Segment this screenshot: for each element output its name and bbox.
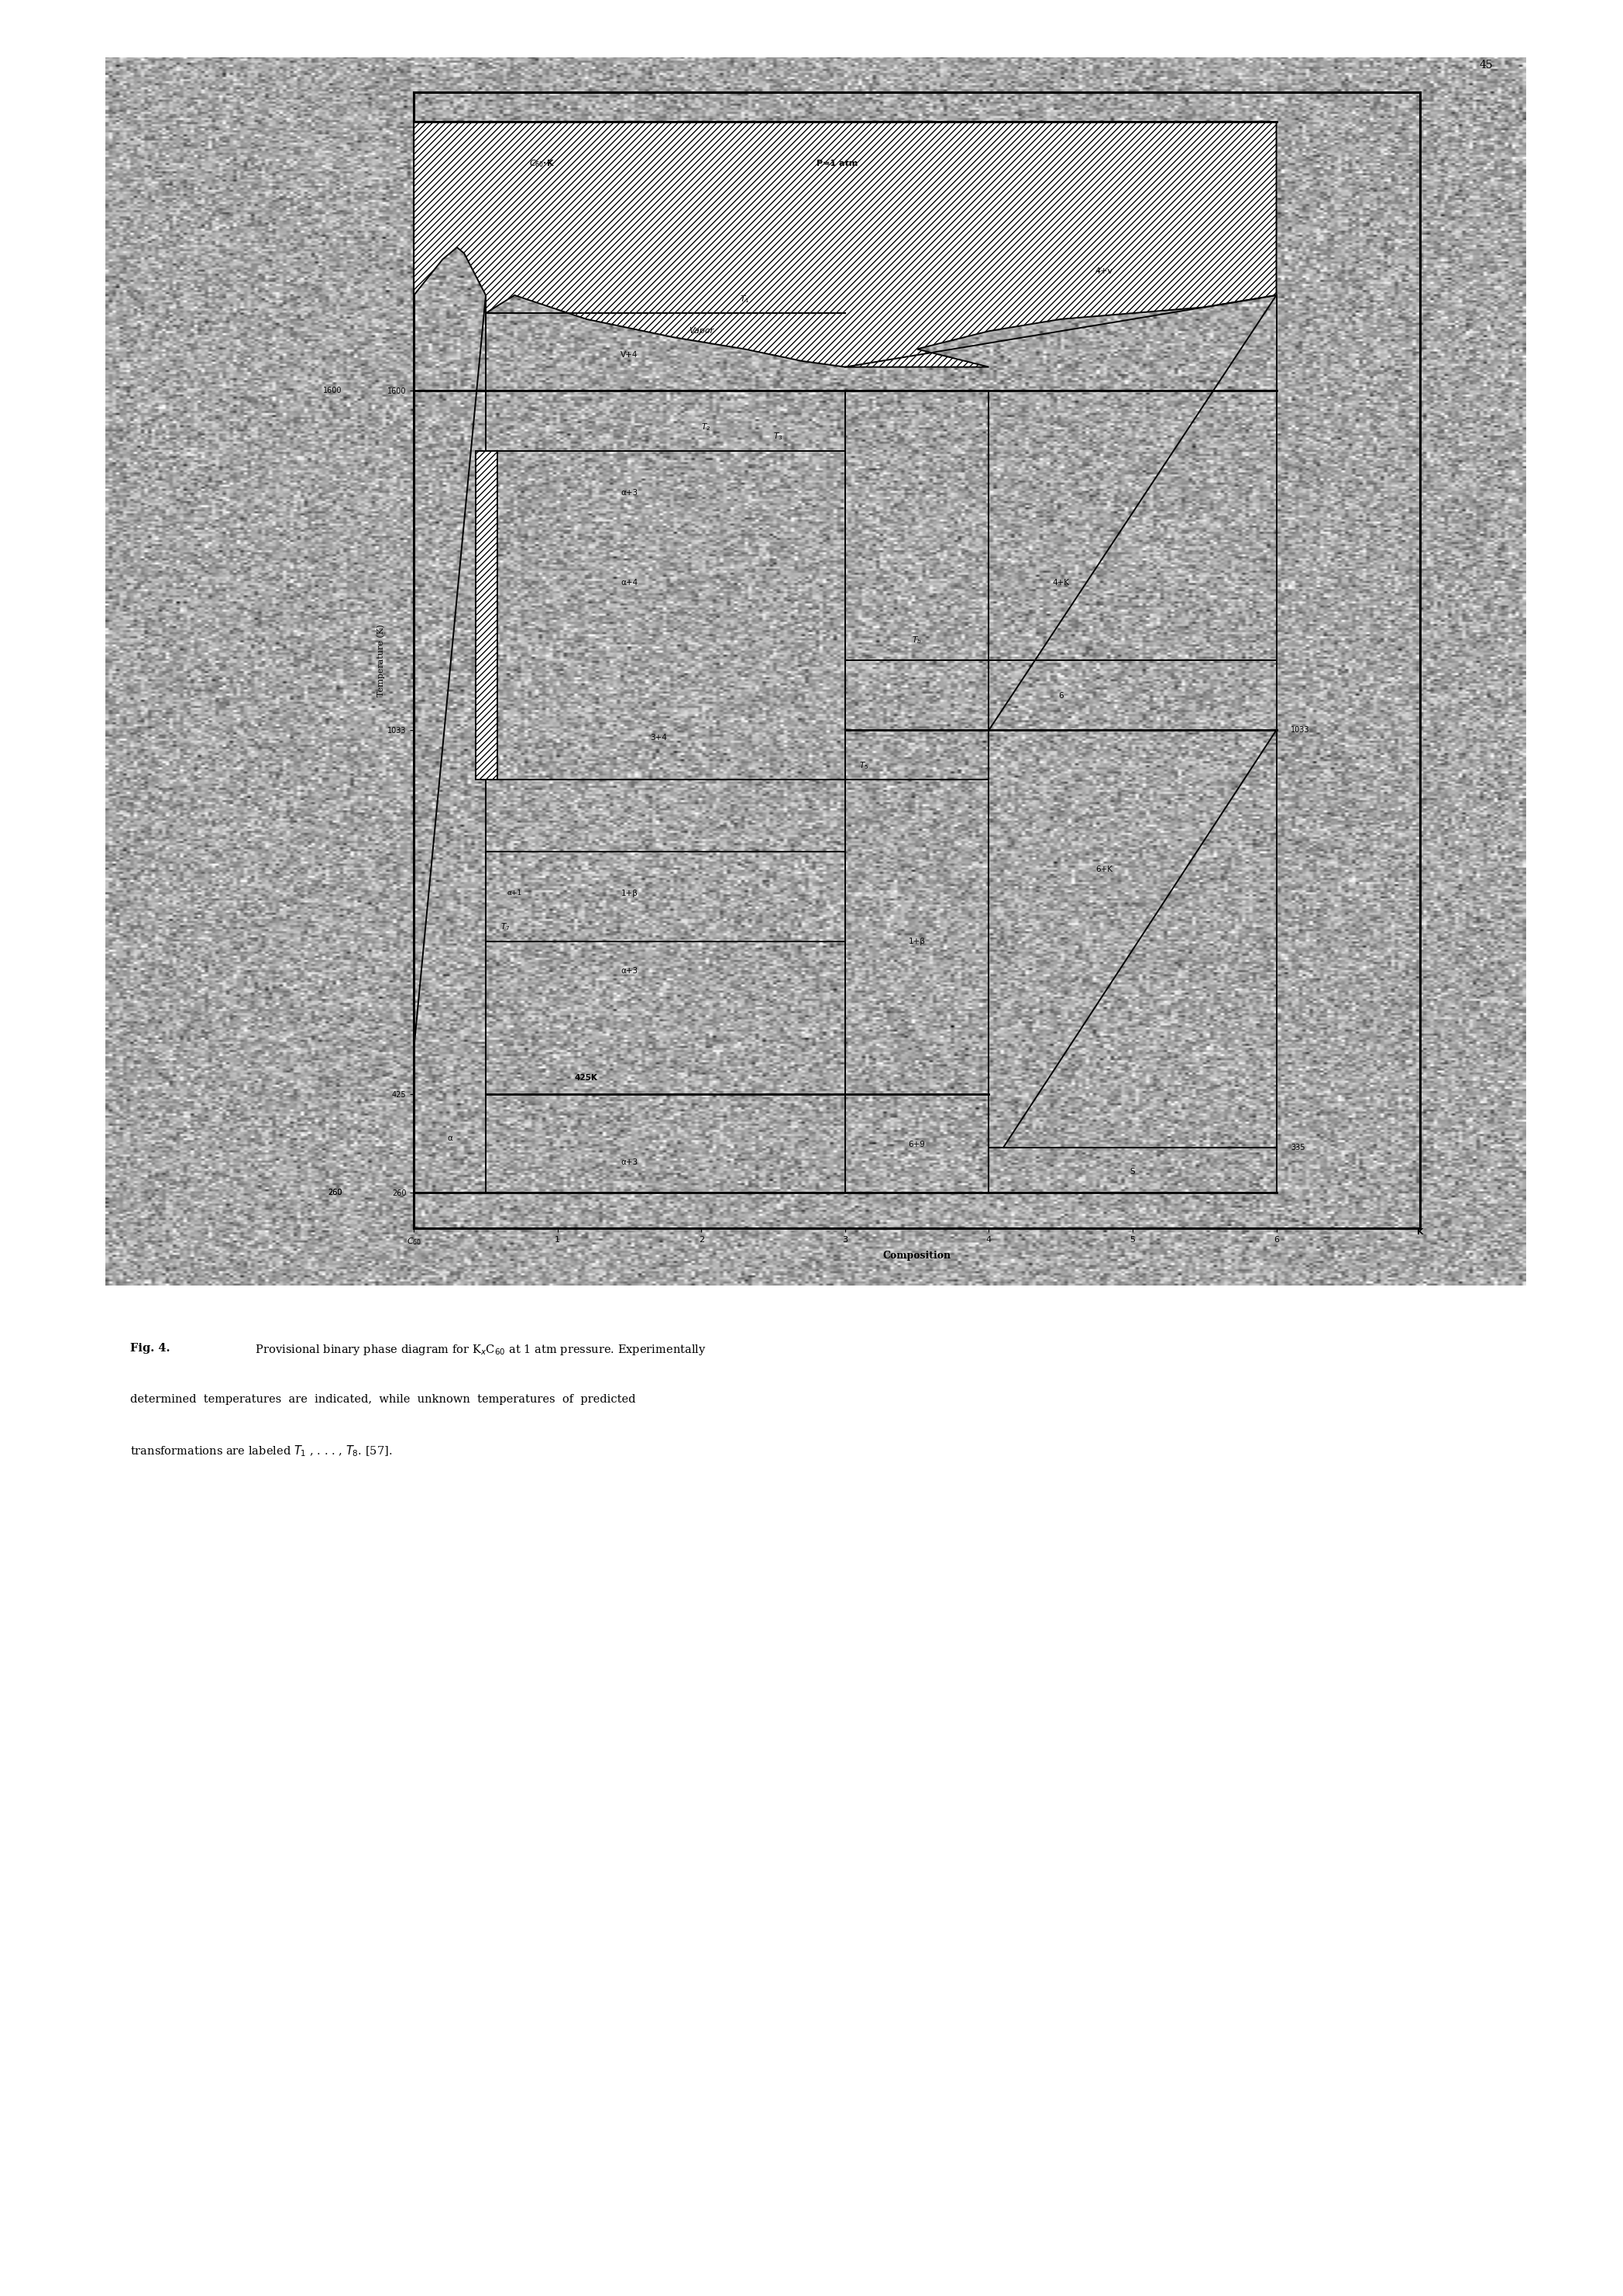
Text: α+1: α+1 [506, 891, 523, 898]
Text: $T_b$: $T_b$ [912, 634, 922, 645]
Text: 6: 6 [1058, 691, 1063, 700]
Text: 4+v: 4+v [1096, 266, 1113, 276]
Text: 1600: 1600 [323, 388, 342, 395]
Text: $T_3$: $T_3$ [773, 432, 782, 441]
Text: α+3: α+3 [622, 967, 638, 976]
Text: α+3: α+3 [622, 489, 638, 496]
Text: $T_7$: $T_7$ [500, 921, 510, 932]
Text: determined  temperatures  are  indicated,  while  unknown  temperatures  of  pre: determined temperatures are indicated, w… [130, 1394, 635, 1405]
Text: 6+9: 6+9 [909, 1141, 925, 1148]
Text: 260: 260 [328, 1189, 342, 1196]
Text: 335: 335 [1290, 1143, 1305, 1153]
Text: K: K [1417, 1228, 1423, 1235]
Text: α+3: α+3 [622, 1159, 638, 1166]
Text: 260: 260 [328, 1189, 342, 1196]
Text: $T_1$: $T_1$ [740, 294, 750, 303]
Text: α: α [448, 1134, 453, 1143]
Text: 3+4: 3+4 [649, 735, 667, 742]
X-axis label: Composition: Composition [883, 1251, 951, 1261]
Text: Provisional binary phase diagram for K$_x$C$_{60}$ at 1 atm pressure. Experiment: Provisional binary phase diagram for K$_… [252, 1343, 706, 1357]
Text: V+4: V+4 [622, 351, 638, 358]
Text: S: S [1130, 1169, 1134, 1176]
Polygon shape [476, 450, 497, 781]
Text: 425K: 425K [575, 1075, 597, 1081]
Polygon shape [414, 122, 1276, 367]
Text: P=1 atm: P=1 atm [816, 161, 857, 168]
Text: 45: 45 [1480, 60, 1493, 71]
Text: 1+β: 1+β [622, 889, 638, 898]
Text: Fig. 4.: Fig. 4. [130, 1343, 170, 1355]
Y-axis label: Temperature (K): Temperature (K) [377, 625, 385, 696]
Text: $C_{60}$·K: $C_{60}$·K [529, 158, 555, 170]
Text: 1+β: 1+β [909, 937, 925, 946]
Text: 6+K: 6+K [1096, 866, 1112, 872]
Text: α+4: α+4 [622, 579, 638, 585]
Text: $T_5$: $T_5$ [860, 760, 868, 771]
Text: Vapor: Vapor [688, 328, 714, 335]
Text: $T_2$: $T_2$ [701, 422, 711, 432]
Text: 4+K: 4+K [1052, 579, 1070, 585]
Text: 1033: 1033 [1290, 726, 1310, 735]
Text: transformations are labeled $T_1$ , . . . , $T_8$. [57].: transformations are labeled $T_1$ , . . … [130, 1444, 391, 1458]
